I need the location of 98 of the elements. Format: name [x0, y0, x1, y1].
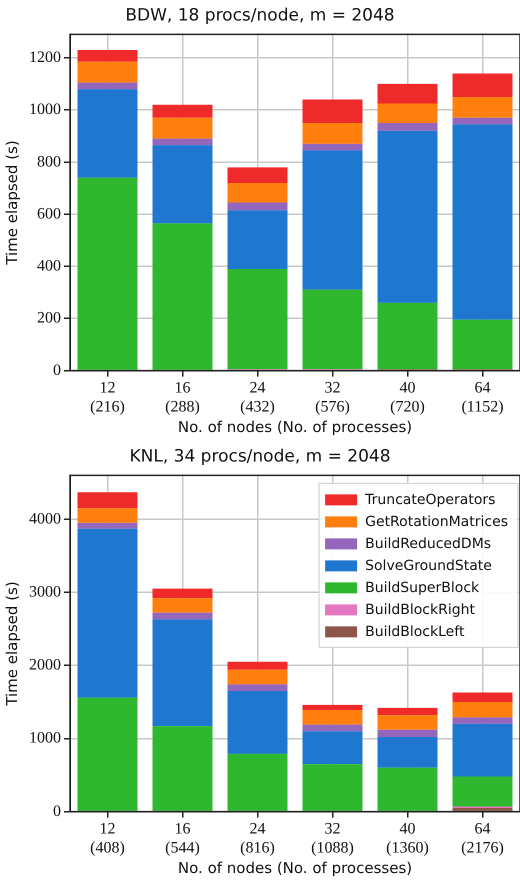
- bar: [302, 150, 362, 290]
- x-tick-label: 32 (1088): [311, 820, 354, 857]
- y-tick-label: 200: [37, 310, 61, 327]
- bar: [452, 96, 512, 118]
- bar: [78, 178, 138, 370]
- bar: [378, 103, 438, 124]
- bar: [78, 522, 138, 529]
- y-tick-label: 3000: [29, 584, 61, 601]
- legend-label: TruncateOperators: [364, 492, 496, 508]
- chart-title: KNL, 34 procs/node, m = 2048: [129, 446, 391, 467]
- bar: [378, 130, 438, 303]
- bar: [302, 724, 362, 732]
- bar: [152, 104, 212, 118]
- x-tick-label: 24 (432): [240, 379, 275, 416]
- bar: [452, 717, 512, 724]
- bar: [78, 508, 138, 523]
- bar: [228, 268, 288, 370]
- bar: [378, 715, 438, 730]
- x-tick-label: 24 (816): [240, 820, 275, 857]
- bar: [378, 768, 438, 811]
- bar: [228, 167, 288, 183]
- bar: [302, 144, 362, 150]
- bar: [302, 710, 362, 725]
- bar: [152, 138, 212, 146]
- chart-title: BDW, 18 procs/node, m = 2048: [125, 6, 395, 26]
- legend-label: BuildBlockLeft: [365, 624, 465, 640]
- x-tick-label: 40 (1360): [386, 820, 429, 857]
- x-tick-label: 32 (576): [315, 379, 350, 416]
- y-tick-label: 2000: [29, 656, 61, 674]
- bar: [452, 320, 512, 370]
- bar: [302, 731, 362, 764]
- bar: [78, 62, 138, 83]
- bar: [302, 764, 362, 811]
- y-tick-label: 0: [53, 802, 61, 820]
- bar: [452, 808, 512, 811]
- y-tick-label: 800: [37, 153, 61, 170]
- bar: [78, 50, 138, 62]
- bar: [228, 202, 288, 210]
- bar: [452, 776, 512, 806]
- x-axis-title: No. of nodes (No. of processes): [178, 418, 412, 436]
- bar: [228, 684, 288, 692]
- x-tick-label: 12 (216): [90, 379, 125, 416]
- y-axis-title: Time elapsed (s): [2, 140, 21, 266]
- legend-label: GetRotationMatrices: [365, 514, 508, 530]
- bar: [378, 302, 438, 370]
- bar: [152, 726, 212, 811]
- legend-label: BuildSuperBlock: [365, 580, 480, 596]
- y-tick-label: 4000: [29, 510, 61, 528]
- y-tick-label: 1000: [29, 730, 61, 747]
- y-tick-label: 1200: [29, 49, 61, 66]
- bar: [228, 691, 288, 754]
- bar: [452, 692, 512, 702]
- bar: [378, 737, 438, 768]
- y-tick-label: 400: [37, 258, 61, 275]
- x-axis-title: No. of nodes (No. of processes): [178, 858, 412, 877]
- bar: [228, 182, 288, 202]
- bar: [228, 662, 288, 670]
- bar: [78, 82, 138, 90]
- bar: [152, 612, 212, 620]
- x-tick-label: 16 (544): [165, 820, 200, 857]
- bar: [78, 492, 138, 508]
- x-tick-label: 12 (408): [90, 820, 125, 857]
- x-tick-label: 16 (288): [165, 379, 200, 416]
- bar: [78, 698, 138, 811]
- x-tick-label: 64 (1152): [461, 379, 504, 416]
- y-tick-label: 0: [53, 362, 61, 379]
- bar: [452, 124, 512, 320]
- bar: [378, 123, 438, 131]
- bar: [228, 670, 288, 684]
- bar: [78, 89, 138, 178]
- x-tick-label: 40 (720): [390, 379, 425, 416]
- bar: [452, 73, 512, 97]
- bar: [452, 702, 512, 718]
- bar: [152, 223, 212, 370]
- bar: [152, 598, 212, 613]
- bar: [152, 118, 212, 139]
- bar: [302, 290, 362, 370]
- legend-label: BuildReducedDMs: [365, 536, 492, 552]
- x-tick-label: 64 (2176): [461, 820, 504, 857]
- bar: [452, 724, 512, 777]
- bar: [378, 84, 438, 104]
- bar: [302, 100, 362, 124]
- bar: [228, 210, 288, 269]
- bar: [152, 145, 212, 224]
- y-axis-title: Time elapsed (s): [2, 581, 21, 707]
- bar: [152, 619, 212, 726]
- y-tick-label: 600: [37, 205, 61, 222]
- y-tick-label: 1000: [29, 101, 61, 118]
- bar: [228, 754, 288, 811]
- bar: [152, 588, 212, 598]
- bar: [378, 708, 438, 716]
- bar: [78, 528, 138, 698]
- bar: [378, 730, 438, 738]
- bar: [302, 123, 362, 144]
- bar: [452, 118, 512, 124]
- legend-label: SolveGroundState: [365, 558, 492, 574]
- bar: [302, 704, 362, 710]
- legend-label: BuildBlockRight: [365, 602, 476, 618]
